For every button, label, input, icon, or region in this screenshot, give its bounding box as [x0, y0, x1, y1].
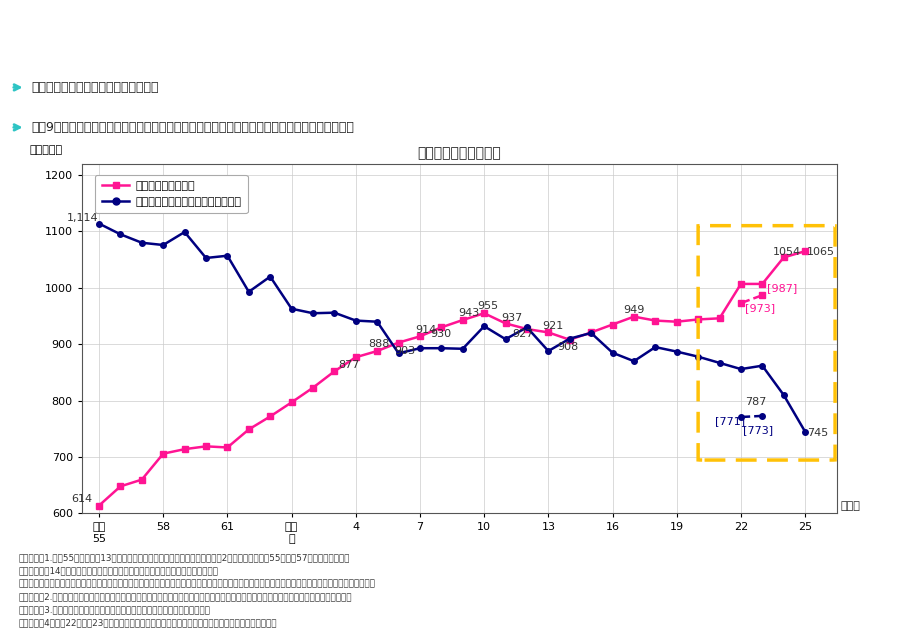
Text: 937: 937 [501, 312, 522, 323]
Text: 955: 955 [478, 301, 499, 311]
Text: [973]: [973] [745, 304, 775, 314]
Text: 927: 927 [512, 329, 533, 340]
Text: 921: 921 [542, 321, 563, 331]
Text: 745: 745 [807, 428, 828, 438]
Text: （年）: （年） [841, 501, 861, 511]
Text: [987]: [987] [766, 284, 797, 293]
Text: 614: 614 [71, 494, 92, 503]
Text: （備考）　1.昭和55年から平成13年までは総務庁「労働力調査特別調査」（各年2月。ただし，昭和55年から57年は各年３月），
　　　　　　14年以降は総務省「: （備考） 1.昭和55年から平成13年までは総務庁「労働力調査特別調査」（各年2… [18, 554, 375, 627]
Text: 877: 877 [339, 360, 360, 370]
Text: 943: 943 [459, 308, 480, 318]
Text: 949: 949 [623, 305, 644, 314]
Text: 1,114: 1,114 [67, 214, 98, 223]
Title: 共働き等世帯数の推移: 共働き等世帯数の推移 [418, 146, 501, 160]
Text: 共働き世帯は、増加傾向にあります。: 共働き世帯は、増加傾向にあります。 [32, 81, 159, 94]
Text: [773]: [773] [743, 425, 773, 435]
Text: 仕事の担い手、家庭の担い手の変化: 仕事の担い手、家庭の担い手の変化 [322, 19, 588, 47]
Text: （万世帯）: （万世帯） [29, 145, 62, 155]
Text: 903: 903 [394, 346, 416, 356]
Text: 888: 888 [369, 339, 390, 349]
Text: 平成9年、「共働き世帯」の数は共働きではない世帯を上回り、その差は大きくなっています。: 平成9年、「共働き世帯」の数は共働きではない世帯を上回り、その差は大きくなってい… [32, 121, 355, 134]
Text: 930: 930 [430, 329, 451, 339]
Text: 1054: 1054 [773, 246, 801, 256]
Text: 914: 914 [416, 325, 437, 335]
Text: 787: 787 [745, 397, 766, 406]
Text: 1065: 1065 [807, 247, 835, 257]
Text: 908: 908 [557, 342, 578, 352]
Text: [771]: [771] [715, 416, 745, 427]
Legend: 雇用者の共働き世帯, 男性雇用者と無業の妻から成る世帯: 雇用者の共働き世帯, 男性雇用者と無業の妻から成る世帯 [95, 175, 248, 214]
